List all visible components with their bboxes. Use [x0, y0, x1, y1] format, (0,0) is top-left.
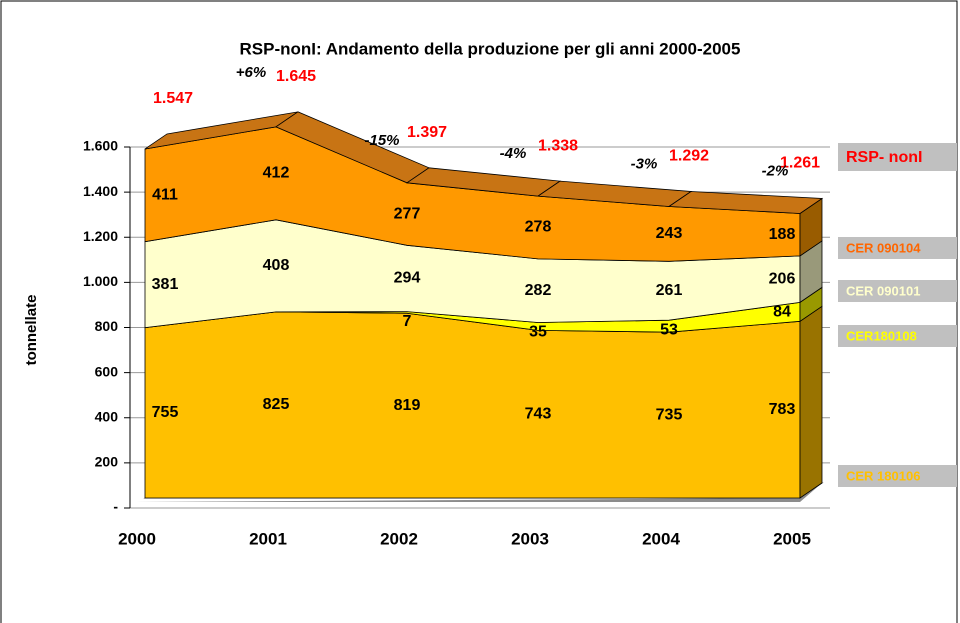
data-label: 243 [656, 225, 683, 242]
data-label: 84 [773, 304, 791, 321]
x-tick-label: 2001 [249, 529, 287, 548]
x-tick-label: 2003 [511, 529, 549, 548]
x-tick-label: 2002 [380, 529, 418, 548]
total-label: 1.261 [780, 155, 820, 172]
data-label: 294 [394, 270, 421, 287]
legend-box [838, 237, 957, 259]
total-label: 1.645 [276, 68, 316, 85]
total-label: 1.292 [669, 148, 709, 165]
legend-label: CER 090101 [846, 283, 920, 298]
data-label: 282 [525, 282, 552, 299]
y-tick-label: 600 [95, 363, 119, 379]
data-label: 819 [394, 397, 421, 414]
total-label: 1.397 [407, 124, 447, 141]
y-axis-title: tonnellate [23, 295, 40, 366]
area-side [799, 305, 823, 499]
x-tick-label: 2004 [642, 529, 680, 548]
x-tick-label: 2000 [118, 529, 156, 548]
data-label: 408 [263, 257, 290, 274]
data-label: 381 [152, 276, 179, 293]
legend-items: RSP- nonI CER 180106 CER180108 CER 090101 CE… [838, 143, 957, 487]
chart-title: RSP-nonI: Andamento della produzione per… [240, 39, 741, 58]
total-label: 1.338 [538, 137, 578, 154]
data-label: 188 [769, 226, 796, 243]
area [144, 311, 801, 499]
y-tick-label: - [113, 499, 118, 515]
y-tick-label: 400 [95, 408, 119, 424]
y-tick-label: 1.600 [83, 138, 118, 154]
change-label: -15% [364, 132, 399, 149]
change-label: +6% [236, 64, 266, 81]
floor-edge [135, 483, 822, 502]
data-label: 7 [403, 313, 412, 330]
data-label: 261 [656, 282, 683, 299]
data-label: 53 [660, 321, 678, 338]
legend-label: RSP- nonI [846, 149, 922, 166]
legend-box [838, 465, 957, 487]
data-label: 411 [152, 187, 178, 204]
legend-label: CER 180106 [846, 468, 920, 483]
data-label: 743 [525, 405, 552, 422]
legend-box [838, 143, 957, 171]
data-label: 783 [769, 401, 796, 418]
y-tick-label: 800 [95, 318, 119, 334]
legend-box [838, 325, 957, 347]
legend-label: CER 090104 [846, 240, 921, 255]
y-tick-label: 1.000 [83, 273, 118, 289]
legend: RSP- nonI CER 180106 CER180108 CER 090101 CE… [838, 143, 957, 487]
data-label: 206 [769, 270, 796, 287]
data-label: 755 [152, 404, 179, 421]
y-tick-label: 200 [95, 454, 119, 470]
data-label: 825 [263, 396, 290, 413]
change-label: -4% [500, 145, 527, 162]
change-label: -3% [631, 155, 658, 172]
x-tick-label: 2005 [773, 529, 811, 548]
y-tick-label: 1.400 [83, 183, 118, 199]
data-label: 35 [529, 324, 547, 341]
top-surface [667, 191, 824, 214]
data-label: 735 [656, 406, 683, 423]
legend-label: CER180108 [846, 328, 917, 343]
plot: - 200 400 600 800 1.000 1.200 1.400 1.600 755 825 8… [83, 64, 830, 548]
change-label: -2% [762, 162, 789, 179]
data-label: 278 [525, 219, 552, 236]
y-tick-label: 1.200 [83, 228, 118, 244]
data-label: 412 [263, 165, 290, 182]
legend-box [838, 280, 957, 302]
total-label: 1.547 [153, 90, 193, 107]
data-label: 277 [394, 205, 421, 222]
